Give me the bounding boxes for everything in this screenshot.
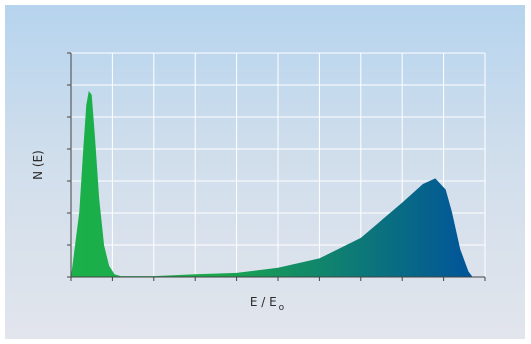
grid — [71, 52, 486, 277]
x-axis-label-subscript: o — [279, 303, 285, 313]
distribution-area — [71, 91, 473, 277]
y-axis-label: N (E) — [31, 150, 45, 180]
axis-ticks — [67, 52, 486, 281]
